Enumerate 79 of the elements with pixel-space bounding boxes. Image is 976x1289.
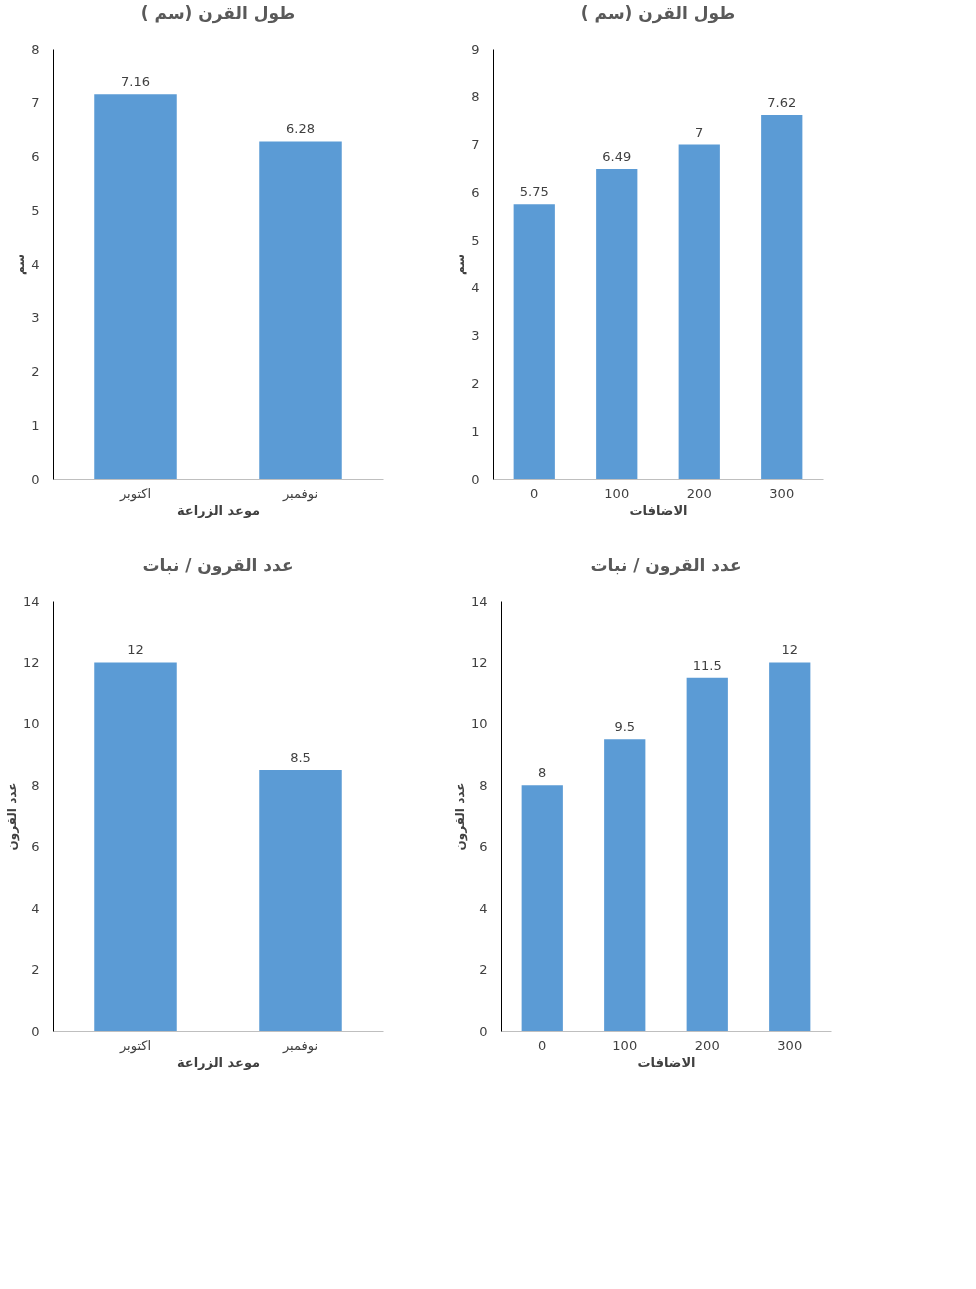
data-label: 6.28 — [286, 121, 315, 137]
x-axis-title: الاضافات — [629, 502, 688, 518]
y-tick-label: 1 — [471, 423, 480, 439]
chart-title: طول القرن (سم ) — [140, 3, 296, 24]
y-tick-label: 3 — [471, 328, 480, 344]
y-tick-label: 2 — [31, 364, 40, 379]
bar — [521, 785, 563, 1031]
y-tick-label: 2 — [479, 962, 488, 978]
y-tick-label: 4 — [31, 900, 40, 916]
y-tick-label: 10 — [22, 716, 40, 732]
chart-title: عدد القرون / نبات — [142, 555, 294, 576]
x-tick-label: نوفمبر — [281, 1037, 319, 1054]
y-tick-label: 5 — [31, 202, 40, 218]
x-tick-label: نوفمبر — [281, 485, 319, 502]
x-tick-label: 200 — [686, 485, 712, 501]
bar — [678, 144, 720, 479]
y-tick-label: 14 — [470, 593, 488, 609]
x-tick-label: 0 — [530, 485, 539, 501]
x-tick-label: 100 — [612, 1037, 638, 1053]
y-tick-label: 14 — [22, 593, 40, 609]
y-tick-label: 4 — [31, 256, 40, 272]
x-tick-label: 200 — [694, 1037, 720, 1053]
y-tick-label: 6 — [471, 184, 480, 200]
x-tick-label: اكتوبر — [118, 485, 152, 502]
y-tick-label: 0 — [471, 471, 480, 487]
bar — [686, 677, 728, 1031]
bar — [596, 168, 638, 479]
y-tick-label: 12 — [470, 654, 488, 670]
bar — [769, 662, 811, 1031]
y-tick-label: 1 — [31, 417, 40, 433]
y-tick-label: 3 — [31, 310, 40, 326]
y-axis-title: عدد القرون — [452, 782, 468, 851]
y-tick-label: 2 — [31, 962, 40, 978]
x-tick-label: 0 — [538, 1037, 547, 1053]
y-tick-label: 0 — [31, 471, 40, 487]
data-label: 7.16 — [121, 74, 150, 90]
data-label: 11.5 — [692, 657, 722, 673]
y-tick-label: 8 — [479, 777, 488, 793]
chart-title: طول القرن (سم ) — [580, 3, 736, 24]
y-axis-title: سم — [453, 253, 468, 276]
y-axis-title: سم — [13, 253, 28, 276]
y-tick-label: 7 — [31, 95, 40, 111]
y-tick-label: 6 — [31, 149, 40, 164]
bar — [761, 114, 803, 479]
data-label: 9.5 — [614, 719, 636, 735]
data-label: 12 — [781, 642, 799, 658]
x-tick-label: 100 — [604, 485, 630, 501]
y-tick-label: 4 — [471, 280, 480, 296]
data-label: 8.5 — [290, 749, 311, 765]
data-label: 7 — [695, 124, 704, 140]
x-tick-label: 300 — [777, 1037, 803, 1053]
y-tick-label: 8 — [31, 41, 40, 57]
y-tick-label: 10 — [470, 716, 488, 732]
bar — [513, 204, 555, 479]
data-label: 8 — [538, 765, 547, 781]
x-tick-label: اكتوبر — [118, 1037, 152, 1054]
y-tick-label: 0 — [479, 1023, 488, 1039]
y-tick-label: 5 — [471, 232, 480, 248]
data-label: 12 — [127, 642, 144, 658]
y-tick-label: 4 — [479, 900, 488, 916]
y-tick-label: 6 — [31, 839, 40, 855]
x-axis-title: موعد الزراعة — [176, 502, 261, 518]
y-tick-label: 9 — [471, 41, 480, 57]
x-axis-title: الاضافات — [637, 1054, 696, 1070]
y-tick-label: 6 — [479, 839, 488, 855]
y-tick-label: 8 — [471, 89, 480, 105]
y-tick-label: 7 — [471, 137, 480, 153]
bar — [604, 739, 646, 1031]
data-label: 6.49 — [602, 148, 632, 164]
x-tick-label: 300 — [769, 485, 795, 501]
y-tick-label: 8 — [31, 777, 40, 793]
data-label: 7.62 — [767, 94, 797, 110]
data-label: 5.75 — [519, 184, 549, 200]
y-tick-label: 2 — [471, 375, 480, 391]
y-tick-label: 0 — [31, 1023, 40, 1039]
y-axis-title: عدد القرون — [4, 782, 20, 851]
chart-title: عدد القرون / نبات — [590, 555, 742, 576]
x-axis-title: موعد الزراعة — [176, 1054, 261, 1070]
y-tick-label: 12 — [22, 654, 40, 670]
